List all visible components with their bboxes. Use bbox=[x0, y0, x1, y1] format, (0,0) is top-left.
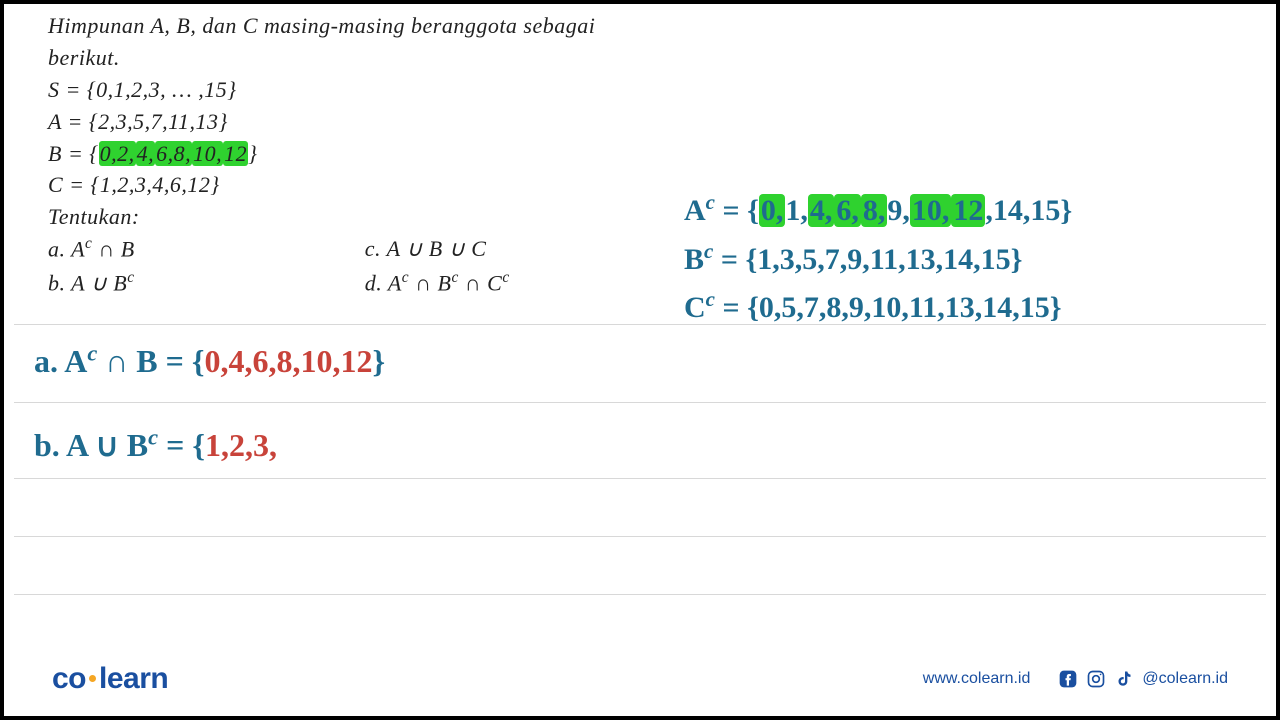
rule-line bbox=[14, 594, 1266, 595]
question-c: c. A ∪ B ∪ C bbox=[365, 233, 510, 265]
footer-url: www.colearn.id bbox=[923, 670, 1031, 688]
footer: colearn www.colearn.id @colearn.id bbox=[4, 662, 1276, 696]
set-S: S = {0,1,2,3, … ,15} bbox=[48, 74, 595, 106]
rule-line bbox=[14, 536, 1266, 537]
set-B: B = {0,2,4,6,8,10,12} bbox=[48, 138, 595, 170]
tiktok-icon bbox=[1114, 669, 1134, 689]
tentukan-label: Tentukan: bbox=[48, 201, 595, 233]
rule-line bbox=[14, 324, 1266, 325]
brand-logo: colearn bbox=[52, 662, 168, 696]
problem-block: Himpunan A, B, dan C masing-masing beran… bbox=[48, 10, 595, 300]
question-a: a. Ac ∩ B bbox=[48, 233, 135, 265]
social-block: @colearn.id bbox=[1058, 669, 1228, 689]
A-complement: Ac = {0,1,4,6,8,9,10,12,14,15} bbox=[684, 186, 1072, 235]
B-complement: Bc = {1,3,5,7,9,11,13,14,15} bbox=[684, 235, 1072, 284]
problem-intro-1: Himpunan A, B, dan C masing-masing beran… bbox=[48, 10, 595, 42]
footer-handle: @colearn.id bbox=[1142, 670, 1228, 688]
answer-a: a. Ac ∩ B = {0,4,6,8,10,12} bbox=[34, 334, 385, 388]
answer-b: b. A ∪ Bc = {1,2,3, bbox=[34, 418, 385, 472]
rule-line bbox=[14, 478, 1266, 479]
question-list: a. Ac ∩ B b. A ∪ Bc c. A ∪ B ∪ C d. Ac ∩… bbox=[48, 233, 595, 299]
question-d: d. Ac ∩ Bc ∩ Cc bbox=[365, 267, 510, 299]
facebook-icon bbox=[1058, 669, 1078, 689]
set-C: C = {1,2,3,4,6,12} bbox=[48, 169, 595, 201]
instagram-icon bbox=[1086, 669, 1106, 689]
rule-line bbox=[14, 402, 1266, 403]
complements-block: Ac = {0,1,4,6,8,9,10,12,14,15} Bc = {1,3… bbox=[684, 186, 1072, 332]
set-A: A = {2,3,5,7,11,13} bbox=[48, 106, 595, 138]
question-b: b. A ∪ Bc bbox=[48, 267, 135, 299]
problem-intro-2: berikut. bbox=[48, 42, 595, 74]
brand-dot-icon bbox=[89, 675, 96, 682]
